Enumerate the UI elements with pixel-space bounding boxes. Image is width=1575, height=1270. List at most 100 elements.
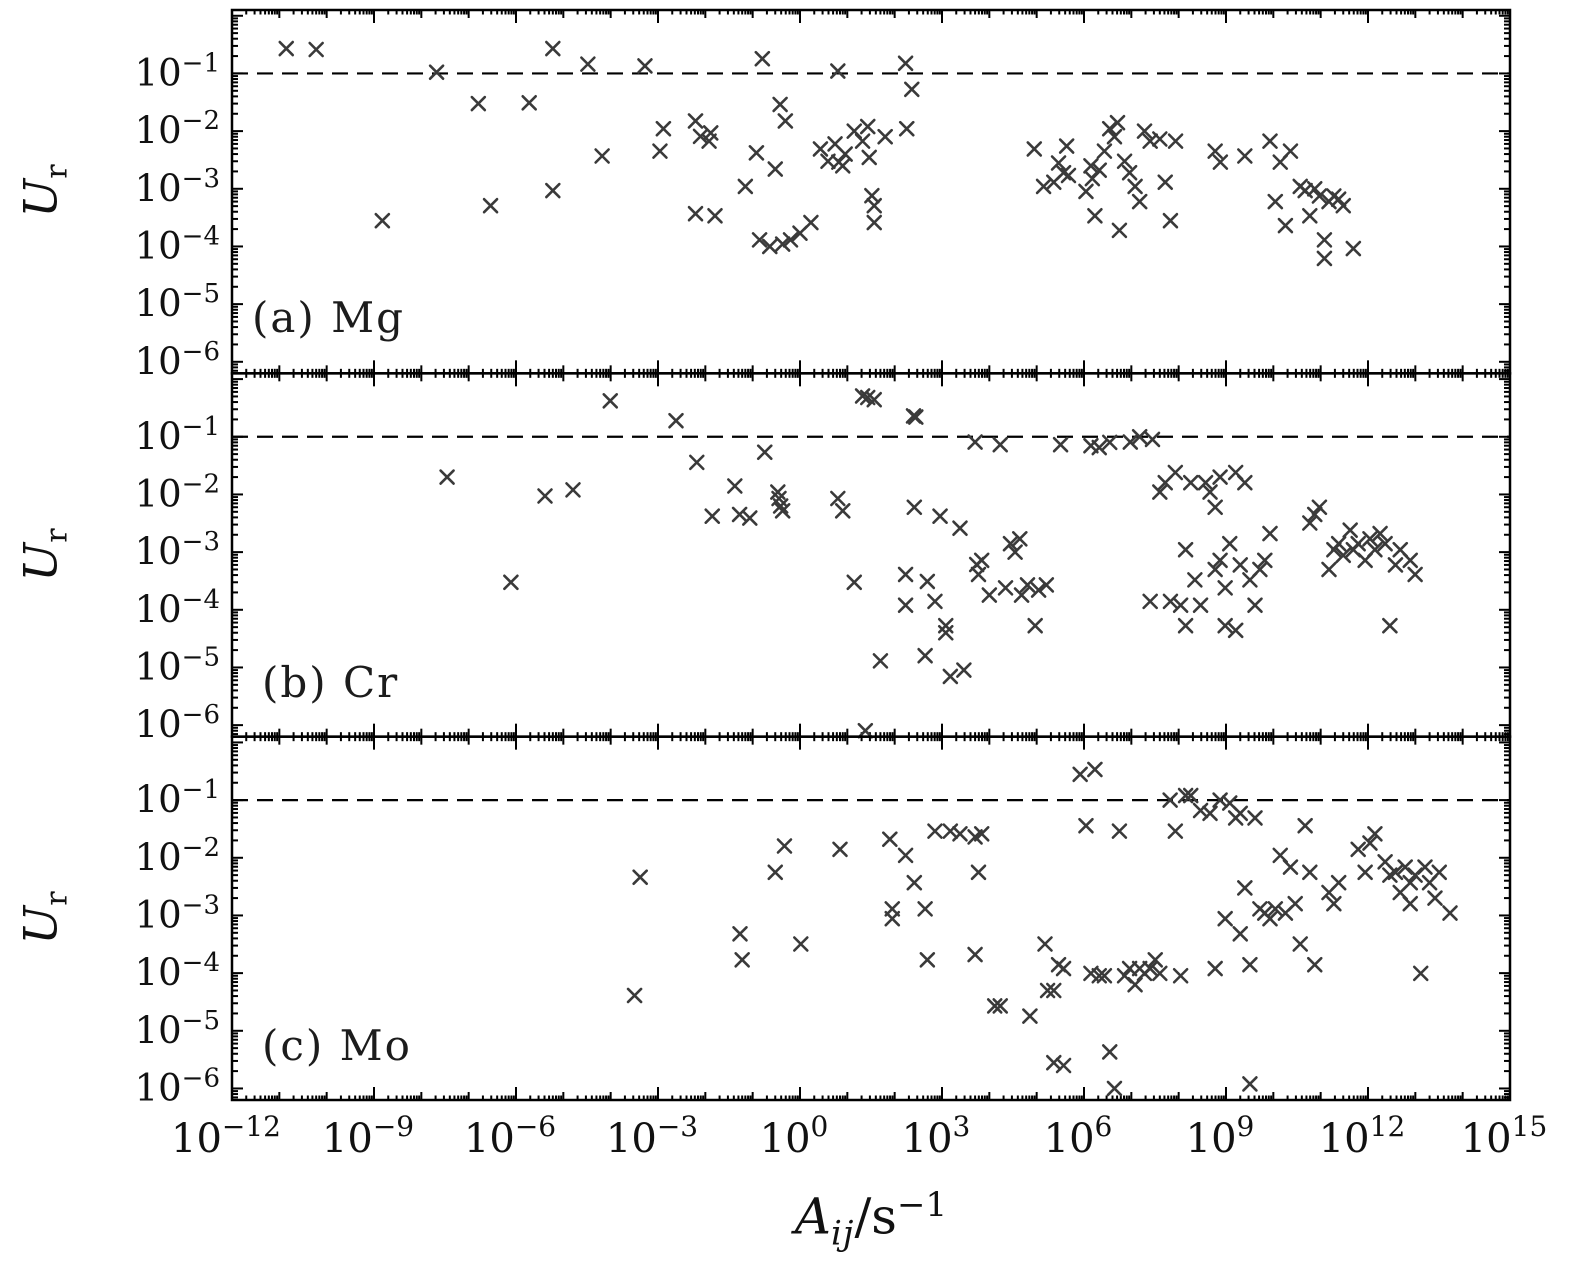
data-point-x-marker xyxy=(1330,191,1347,207)
data-point-x-marker xyxy=(1402,552,1419,569)
data-point-x-marker xyxy=(1152,131,1168,147)
y-tick-labels: 10−1 10−2 10−3 10−4 10−5 10−6 xyxy=(135,48,220,382)
svg-text:10−6: 10−6 xyxy=(135,700,220,746)
data-point-x-marker xyxy=(906,499,923,516)
data-point-x-marker xyxy=(1302,515,1318,531)
panel-border xyxy=(230,735,1512,1102)
data-point-x-marker xyxy=(1237,474,1253,491)
svg-text:10−3: 10−3 xyxy=(606,1110,698,1162)
data-point-x-marker xyxy=(1172,597,1189,614)
data-point-x-marker xyxy=(1306,956,1323,973)
panel-label-b: (b) Cr xyxy=(262,658,400,707)
data-point-x-marker xyxy=(1022,1008,1038,1024)
data-point-x-marker xyxy=(1157,174,1174,191)
data-point-x-marker xyxy=(927,823,943,839)
data-point-x-marker xyxy=(970,864,987,881)
data-point-x-marker xyxy=(1187,572,1203,588)
svg-text:103: 103 xyxy=(902,1110,971,1162)
data-point-x-marker xyxy=(1362,835,1378,851)
data-point-x-marker xyxy=(812,141,829,157)
data-point-x-marker xyxy=(1002,535,1019,552)
data-point-x-marker xyxy=(374,212,391,229)
data-point-x-marker xyxy=(692,128,709,145)
data-point-x-marker xyxy=(1345,240,1362,257)
x-axis-label-sub: ij xyxy=(831,1213,855,1254)
data-point-x-marker xyxy=(727,478,743,494)
svg-text:109: 109 xyxy=(1186,1110,1255,1162)
y-axis-label-panel-c: Ur xyxy=(13,891,74,944)
data-point-x-marker xyxy=(1267,901,1284,917)
data-point-x-marker xyxy=(737,178,754,195)
data-point-x-marker xyxy=(1350,841,1366,858)
svg-text:10−2: 10−2 xyxy=(135,469,220,515)
data-point-x-marker xyxy=(668,412,684,429)
svg-text:10−2: 10−2 xyxy=(135,833,220,879)
data-point-x-marker xyxy=(1232,926,1249,942)
data-point-x-marker xyxy=(1277,217,1294,234)
data-point-x-marker xyxy=(1202,484,1218,500)
tick-marks xyxy=(231,736,1511,1100)
data-point-x-marker xyxy=(906,874,923,891)
data-point-x-marker xyxy=(1035,178,1052,195)
data-point-x-marker xyxy=(973,826,990,842)
data-point-x-marker xyxy=(772,498,789,514)
data-point-x-marker xyxy=(1387,864,1404,881)
data-point-x-marker xyxy=(1311,188,1328,204)
data-point-x-marker xyxy=(834,503,851,519)
data-point-x-marker xyxy=(1212,552,1228,569)
data-point-x-marker xyxy=(917,901,933,917)
svg-text:100: 100 xyxy=(760,1110,829,1162)
data-point-x-marker xyxy=(482,197,499,214)
data-point-x-marker xyxy=(308,41,324,58)
data-point-x-marker xyxy=(1407,566,1423,583)
data-point-x-marker xyxy=(1007,544,1023,560)
data-point-x-marker xyxy=(1256,552,1273,569)
scatter-markers xyxy=(278,40,1362,267)
data-point-x-marker xyxy=(917,647,933,664)
data-point-x-marker xyxy=(1367,541,1383,558)
data-point-x-marker xyxy=(992,998,1009,1014)
data-point-x-marker xyxy=(1431,864,1448,881)
data-point-x-marker xyxy=(1237,880,1253,896)
svg-text:10−1: 10−1 xyxy=(135,48,220,94)
data-point-x-marker xyxy=(877,128,893,145)
data-point-x-marker xyxy=(937,624,954,641)
data-point-x-marker xyxy=(882,831,898,847)
data-point-x-marker xyxy=(1078,817,1094,834)
data-point-x-marker xyxy=(1267,193,1284,210)
data-point-x-marker xyxy=(1412,965,1429,982)
data-point-x-marker xyxy=(428,64,445,81)
data-point-x-marker xyxy=(767,161,784,177)
y-axis-label-sub: r xyxy=(39,891,75,906)
data-point-x-marker xyxy=(952,826,968,842)
data-point-x-marker xyxy=(1202,805,1218,822)
y-axis-label-sub: r xyxy=(39,528,75,543)
data-point-x-marker xyxy=(439,469,455,485)
data-point-x-marker xyxy=(1096,143,1113,159)
x-axis-label-mid: /s xyxy=(854,1187,897,1246)
data-point-x-marker xyxy=(861,149,878,166)
y-axis-label-main: U xyxy=(13,178,68,218)
svg-text:10−2: 10−2 xyxy=(135,106,220,152)
data-point-x-marker xyxy=(1397,859,1413,875)
svg-text:10−4: 10−4 xyxy=(135,585,220,631)
data-point-x-marker xyxy=(1172,967,1189,984)
svg-text:106: 106 xyxy=(1044,1110,1113,1162)
data-point-x-marker xyxy=(1197,474,1214,491)
data-point-x-marker xyxy=(1402,895,1419,912)
data-point-x-marker xyxy=(793,936,809,952)
data-point-x-marker xyxy=(1162,212,1179,229)
data-point-x-marker xyxy=(1167,133,1184,149)
data-point-x-marker xyxy=(1227,622,1244,639)
data-point-x-marker xyxy=(956,662,972,678)
data-point-x-marker xyxy=(1045,1054,1062,1071)
data-point-x-marker xyxy=(545,40,561,57)
svg-text:10−12: 10−12 xyxy=(171,1110,281,1162)
data-point-x-marker xyxy=(854,133,871,149)
data-point-x-marker xyxy=(521,94,537,111)
svg-text:10−5: 10−5 xyxy=(135,1006,220,1052)
data-point-x-marker xyxy=(1306,180,1323,197)
y-axis-label-main: U xyxy=(13,542,68,582)
data-point-x-marker xyxy=(470,95,487,112)
